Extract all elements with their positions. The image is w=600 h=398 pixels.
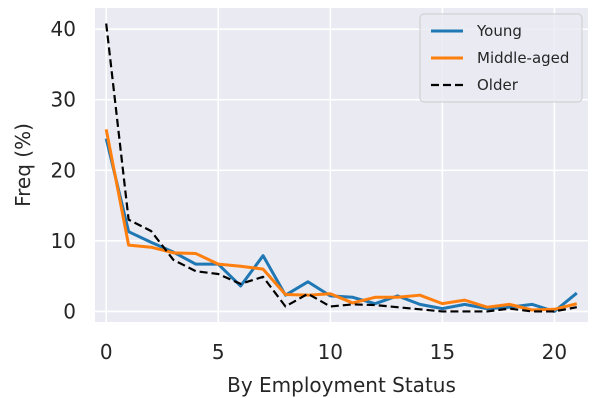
y-tick-label: 10	[51, 229, 76, 253]
legend-label: Middle-aged	[477, 49, 569, 67]
tick-labels: 0 5 10 15 20 0 10 20 30 40	[51, 17, 568, 364]
x-tick-label: 15	[430, 340, 455, 364]
series-line-1	[104, 138, 578, 313]
x-axis-label: By Employment Status	[227, 373, 456, 397]
y-axis-label: Freq (%)	[11, 123, 35, 207]
x-tick-label: 10	[318, 340, 343, 364]
series-lines	[104, 23, 578, 313]
series-line-2	[104, 129, 578, 312]
legend-box	[419, 13, 583, 103]
x-tick-label: 5	[212, 340, 225, 364]
x-tick-label: 20	[542, 340, 567, 364]
y-tick-label: 20	[51, 158, 76, 182]
series-line-3	[105, 23, 577, 313]
legend-label: Young	[476, 22, 522, 40]
legend: Young Middle-aged Older	[419, 13, 583, 103]
legend-label: Older	[477, 76, 519, 94]
y-tick-label: 30	[51, 88, 76, 112]
y-tick-label: 0	[63, 299, 76, 323]
x-tick-label: 0	[100, 340, 113, 364]
y-tick-label: 40	[51, 17, 76, 41]
